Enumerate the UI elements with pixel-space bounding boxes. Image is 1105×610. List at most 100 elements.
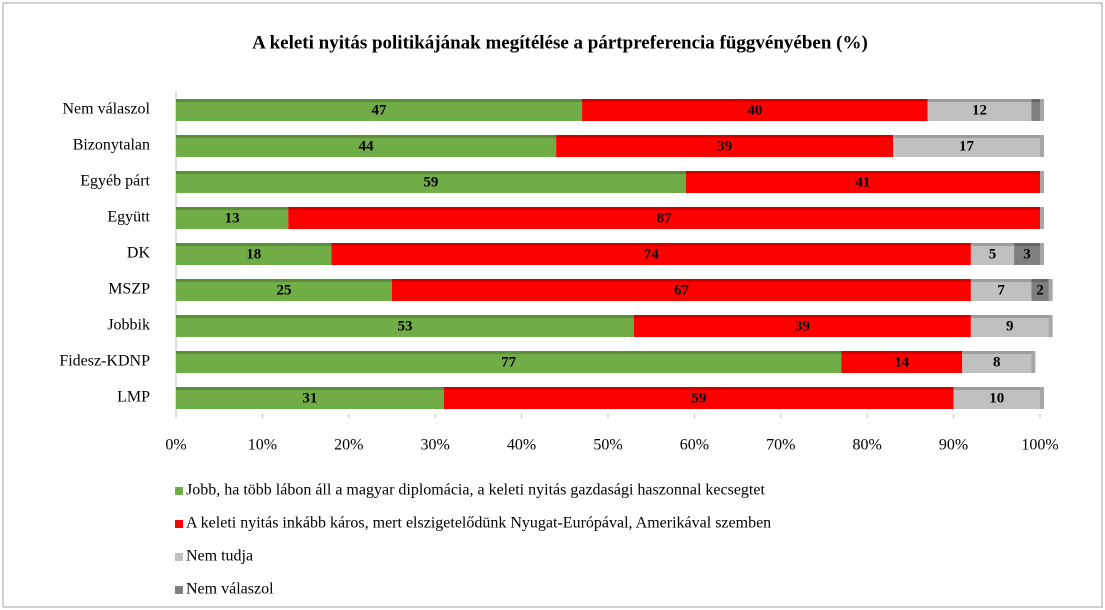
data-label: 41 [855, 174, 870, 190]
x-tick-label: 10% [248, 437, 277, 454]
bar-segment [176, 171, 686, 193]
bar-segment [927, 99, 1032, 121]
x-tick-label: 80% [853, 437, 882, 454]
bar-segment [176, 351, 842, 373]
x-tick-label: 90% [939, 437, 968, 454]
bar-segment [893, 135, 1040, 157]
legend-swatch [175, 553, 183, 561]
x-tick-label: 40% [507, 437, 536, 454]
y-tick-label: LMP [117, 389, 150, 406]
data-label: 8 [993, 354, 1001, 370]
y-tick-label: Együtt [107, 209, 150, 226]
bar-segment [582, 99, 928, 121]
bar-top [176, 279, 392, 282]
bar-top [633, 315, 971, 318]
bar-segment [970, 315, 1049, 337]
bar-end [1040, 135, 1044, 157]
legend-swatch [175, 520, 183, 528]
data-label: 10 [989, 390, 1004, 406]
data-label: 5 [989, 246, 997, 262]
bar-end [1048, 315, 1053, 337]
bar-segment [176, 99, 583, 121]
bar-top [392, 279, 971, 282]
bar-end [1040, 243, 1044, 265]
bar-segment [176, 279, 392, 301]
bar-top [841, 351, 963, 354]
x-tick-label: 50% [593, 437, 622, 454]
bar-top [176, 171, 686, 174]
bar-end [1040, 171, 1044, 193]
bar-top [927, 99, 1032, 102]
y-tick-label: DK [127, 245, 151, 262]
bar-segment [633, 315, 971, 337]
bar-top [443, 387, 954, 390]
data-label: 14 [894, 354, 910, 370]
bar-top [1014, 243, 1040, 246]
y-tick-label: Fidesz-KDNP [59, 353, 150, 370]
data-label: 18 [246, 246, 261, 262]
data-label: 44 [359, 138, 375, 154]
data-label: 59 [691, 390, 706, 406]
bar-top [176, 387, 444, 390]
data-label: 7 [997, 282, 1005, 298]
x-tick-label: 60% [680, 437, 709, 454]
data-label: 3 [1023, 246, 1031, 262]
data-label: 67 [674, 282, 690, 298]
bar-top [970, 315, 1049, 318]
bar-top [176, 243, 332, 246]
bar-top [970, 279, 1032, 282]
bar-segment [841, 351, 963, 373]
bar-segment [176, 207, 289, 229]
bar-top [556, 135, 894, 138]
bar-top [176, 99, 583, 102]
x-tick-label: 30% [421, 437, 450, 454]
bar-segment [970, 243, 1015, 265]
data-label: 2 [1036, 282, 1044, 298]
bar-segment [1031, 279, 1049, 301]
bar-segment [962, 351, 1032, 373]
chart-title: A keleti nyitás politikájának megítélése… [252, 32, 868, 53]
data-label: 12 [972, 102, 987, 118]
bar-segment [176, 135, 557, 157]
bar-top [970, 243, 1015, 246]
data-label: 74 [644, 246, 660, 262]
bar-segment [970, 279, 1032, 301]
data-label: 17 [959, 138, 975, 154]
bar-top [176, 315, 634, 318]
x-tick-label: 100% [1021, 437, 1058, 454]
bar-segment [1014, 243, 1040, 265]
y-tick-label: Egyéb párt [80, 173, 150, 190]
bar-top [1031, 99, 1040, 102]
x-tick-label: 0% [165, 437, 186, 454]
data-label: 47 [372, 102, 388, 118]
legend-label: A keleti nyitás inkább káros, mert elszi… [186, 515, 771, 532]
data-label: 39 [717, 138, 732, 154]
bar-top [176, 207, 289, 210]
legend-label: Nem válaszol [186, 581, 274, 598]
bar-top [176, 351, 842, 354]
bar-end [1040, 99, 1044, 121]
bar-top [288, 207, 1040, 210]
bar-end [1040, 387, 1044, 409]
bar-segment [288, 207, 1040, 229]
bar-segment [176, 387, 444, 409]
bar-segment [176, 315, 634, 337]
data-label: 53 [397, 318, 412, 334]
data-label: 31 [302, 390, 317, 406]
bar-top [176, 135, 557, 138]
bar-segment [685, 171, 1040, 193]
bar-top [1031, 279, 1049, 282]
bar-top [962, 351, 1032, 354]
y-tick-label: MSZP [108, 281, 150, 298]
bar-top [953, 387, 1040, 390]
x-tick-label: 20% [334, 437, 363, 454]
data-label: 25 [277, 282, 292, 298]
bar-top [685, 171, 1040, 174]
data-label: 59 [423, 174, 438, 190]
data-label: 87 [657, 210, 673, 226]
bar-segment [176, 243, 332, 265]
bar-segment [953, 387, 1040, 409]
bar-top [582, 99, 928, 102]
data-label: 9 [1006, 318, 1014, 334]
